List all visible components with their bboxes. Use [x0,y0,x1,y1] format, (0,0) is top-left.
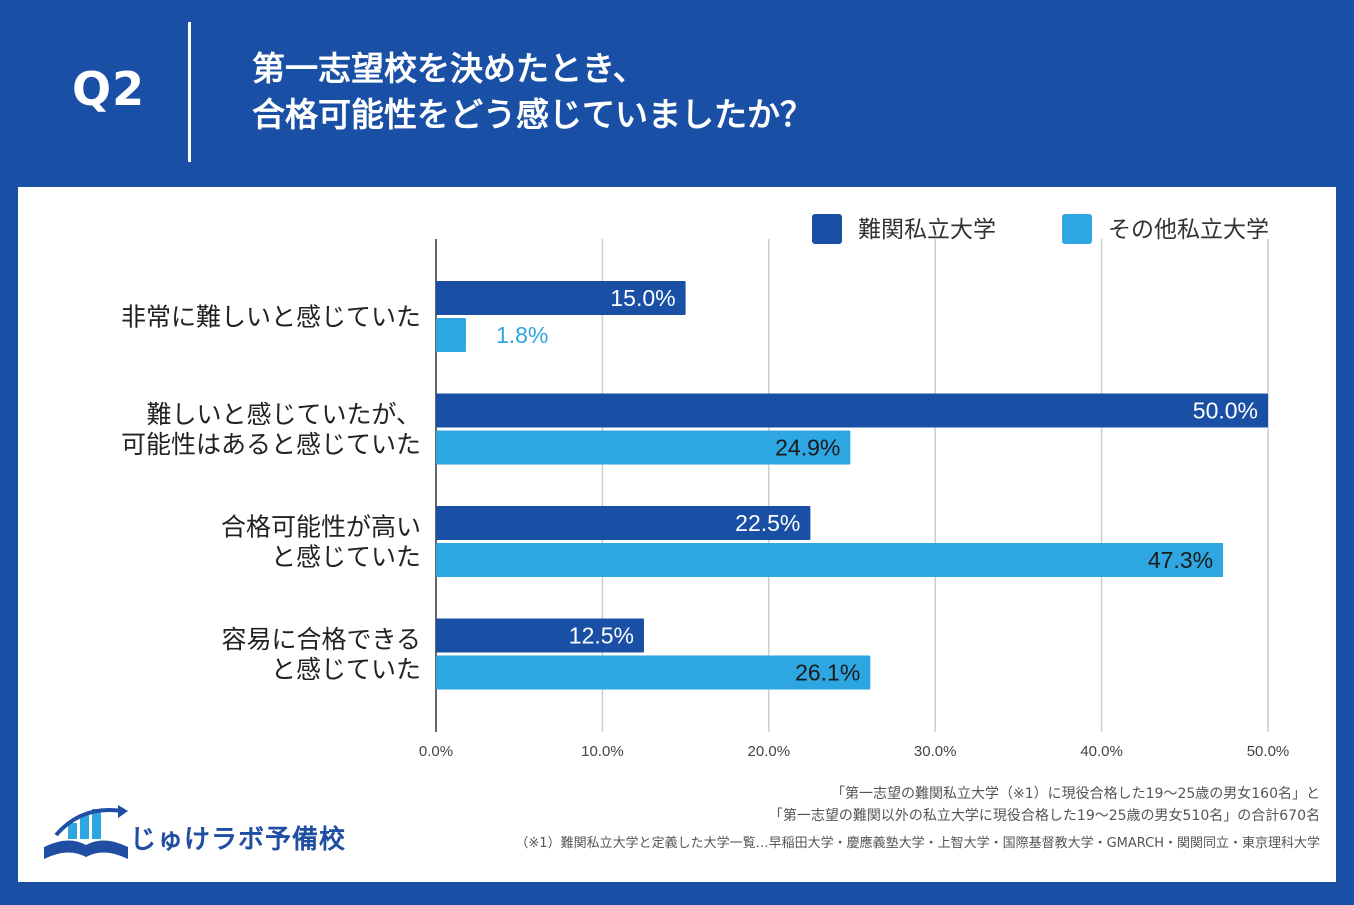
brand-logo-text: じゅけラボ予備校 [130,825,347,855]
bar [436,318,466,352]
bar [436,543,1224,577]
chart-panel: 0.0% 10.0% 20.0% 30.0% 40.0% 50.0% 非常に難しいと感じてい… [18,187,1336,882]
title-line-1: 第一志望校を決めたとき、 [252,49,646,88]
data-label: 15.0% [610,285,675,311]
footnote-sample-1: 「第一志望の難関私立大学（※1）に現役合格した19〜25歳の男女160名」と [831,786,1320,802]
header-divider [188,22,191,162]
category-label: 非常に難しいと感じていた [121,303,421,332]
data-label: 47.3% [1148,547,1213,573]
category-label: と感じていた [271,655,421,684]
legend-swatch [1062,214,1092,244]
data-label: 12.5% [569,623,634,649]
data-label: 22.5% [735,510,800,536]
category-label: と感じていた [271,543,421,572]
footnote-definition: （※1）難関私立大学と定義した大学一覧…早稲田大学・慶應義塾大学・上智大学・国際… [515,836,1320,851]
data-label: 1.8% [496,322,548,348]
legend-label: その他私立大学 [1108,217,1269,243]
x-tick-label: 20.0% [748,743,791,760]
question-number: Q2 [72,62,146,116]
bar [436,393,1268,428]
footnote-sample-2: 「第一志望の難関以外の私立大学に現役合格した19〜25歳の男女510名」の合計6… [768,808,1320,824]
category-label: 容易に合格できる [221,625,421,654]
bar [436,430,851,465]
page-title: 第一志望校を決めたとき、 合格可能性をどう感じていましたか？ [252,46,813,138]
legend-swatch [812,214,842,244]
x-tick-label: 0.0% [419,743,453,760]
x-tick-label: 40.0% [1080,743,1123,760]
x-tick-label: 30.0% [914,743,957,760]
category-label: 難しいと感じていたが、 [146,400,421,429]
category-label: 合格可能性が高い [221,513,421,542]
bar-chart: 0.0% 10.0% 20.0% 30.0% 40.0% 50.0% 非常に難しいと感じてい… [121,214,1290,760]
x-tick-label: 50.0% [1247,743,1290,760]
open-book-icon [44,805,128,859]
data-label: 50.0% [1193,398,1258,424]
header: Q2 第一志望校を決めたとき、 合格可能性をどう感じていましたか？ [0,0,1354,185]
title-line-2: 合格可能性をどう感じていましたか？ [252,95,813,134]
bar [436,655,871,690]
data-label: 24.9% [775,435,840,461]
category-label: 可能性はあると感じていた [121,430,421,459]
x-tick-label: 10.0% [581,743,624,760]
bar [436,281,686,315]
data-label: 26.1% [795,660,860,686]
legend-label: 難関私立大学 [858,217,996,243]
bar [436,506,811,540]
bar [436,618,644,653]
